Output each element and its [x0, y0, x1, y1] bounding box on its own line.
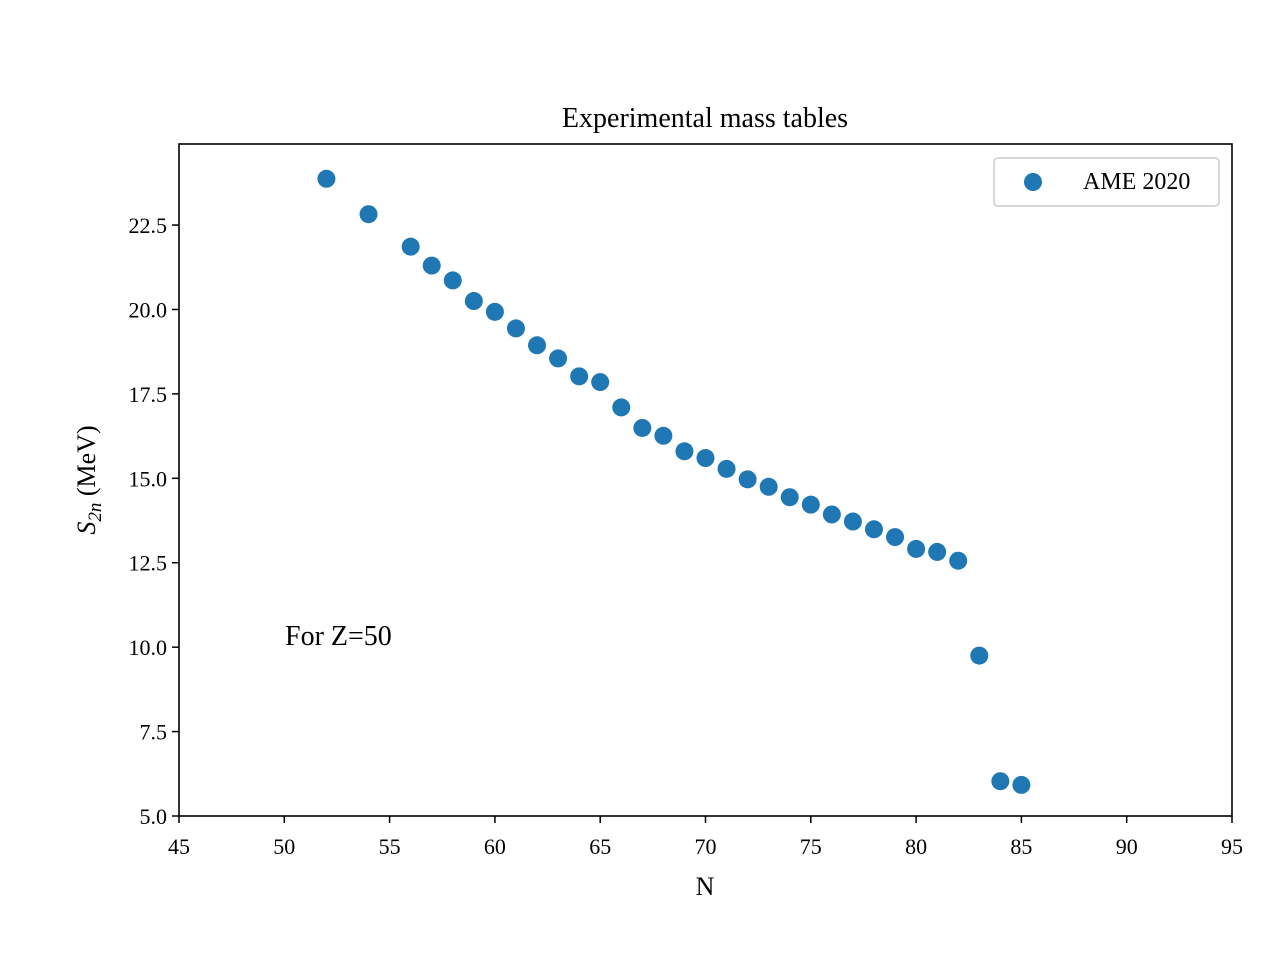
x-tick-label: 65 — [589, 834, 611, 859]
y-tick-label: 5.0 — [140, 804, 168, 829]
x-tick-label: 90 — [1116, 834, 1138, 859]
z-annotation: For Z=50 — [285, 621, 392, 652]
data-point — [633, 418, 652, 437]
data-point — [464, 292, 483, 311]
data-point — [528, 336, 547, 355]
x-tick-label: 70 — [695, 834, 717, 859]
x-tick-label: 95 — [1221, 834, 1243, 859]
y-axis-unit: (MeV) — [72, 425, 101, 502]
y-tick-label: 10.0 — [129, 635, 168, 660]
data-point — [570, 367, 589, 386]
data-point — [422, 256, 441, 275]
data-point — [928, 542, 947, 561]
y-tick-label: 15.0 — [129, 466, 168, 491]
x-tick-label: 75 — [800, 834, 822, 859]
data-point — [907, 539, 926, 558]
plot-frame — [178, 143, 1233, 817]
data-point — [970, 646, 989, 665]
legend: AME 2020 — [993, 157, 1220, 207]
data-point — [759, 477, 778, 496]
x-axis-title: N — [696, 872, 715, 901]
data-point — [738, 470, 757, 489]
data-point — [780, 488, 799, 507]
y-axis-symbol: S — [72, 522, 101, 535]
data-point — [1012, 775, 1031, 794]
x-tick-label: 60 — [484, 834, 506, 859]
x-tick-label: 45 — [168, 834, 190, 859]
chart-title: Experimental mass tables — [562, 103, 848, 134]
data-point — [843, 512, 862, 531]
data-point — [675, 442, 694, 461]
data-point — [591, 373, 610, 392]
data-point — [612, 398, 631, 417]
legend-marker — [1024, 173, 1042, 191]
legend-box — [993, 157, 1220, 207]
data-point — [822, 505, 841, 524]
y-tick-label: 12.5 — [129, 551, 168, 576]
y-tick-label: 22.5 — [129, 213, 168, 238]
data-point — [949, 551, 968, 570]
y-tick-label: 7.5 — [140, 720, 168, 745]
data-point — [696, 449, 715, 468]
data-point — [443, 271, 462, 290]
data-point — [359, 205, 378, 224]
data-points — [317, 169, 1031, 794]
x-tick-label: 50 — [273, 834, 295, 859]
data-point — [549, 349, 568, 368]
data-point — [317, 169, 336, 188]
y-axis-title: S2n (MeV) — [72, 425, 106, 534]
y-axis-ticks: 5.0 7.5 10.0 12.5 15.0 17.5 20.0 22.5 — [129, 213, 179, 829]
x-tick-label: 55 — [379, 834, 401, 859]
y-tick-label: 20.0 — [129, 297, 168, 322]
data-point — [717, 459, 736, 478]
data-point — [401, 237, 420, 256]
data-point — [886, 528, 905, 547]
y-tick-label: 17.5 — [129, 382, 168, 407]
data-point — [654, 426, 673, 445]
data-point — [991, 772, 1010, 791]
y-axis-subscript: 2n — [85, 503, 106, 522]
data-point — [864, 520, 883, 539]
x-tick-label: 80 — [905, 834, 927, 859]
x-tick-label: 85 — [1010, 834, 1032, 859]
legend-label: AME 2020 — [1083, 169, 1190, 195]
data-point — [485, 302, 504, 321]
data-point — [801, 495, 820, 514]
x-axis-ticks: 45 50 55 60 65 70 75 80 85 90 95 — [168, 816, 1243, 859]
data-point — [506, 319, 525, 338]
